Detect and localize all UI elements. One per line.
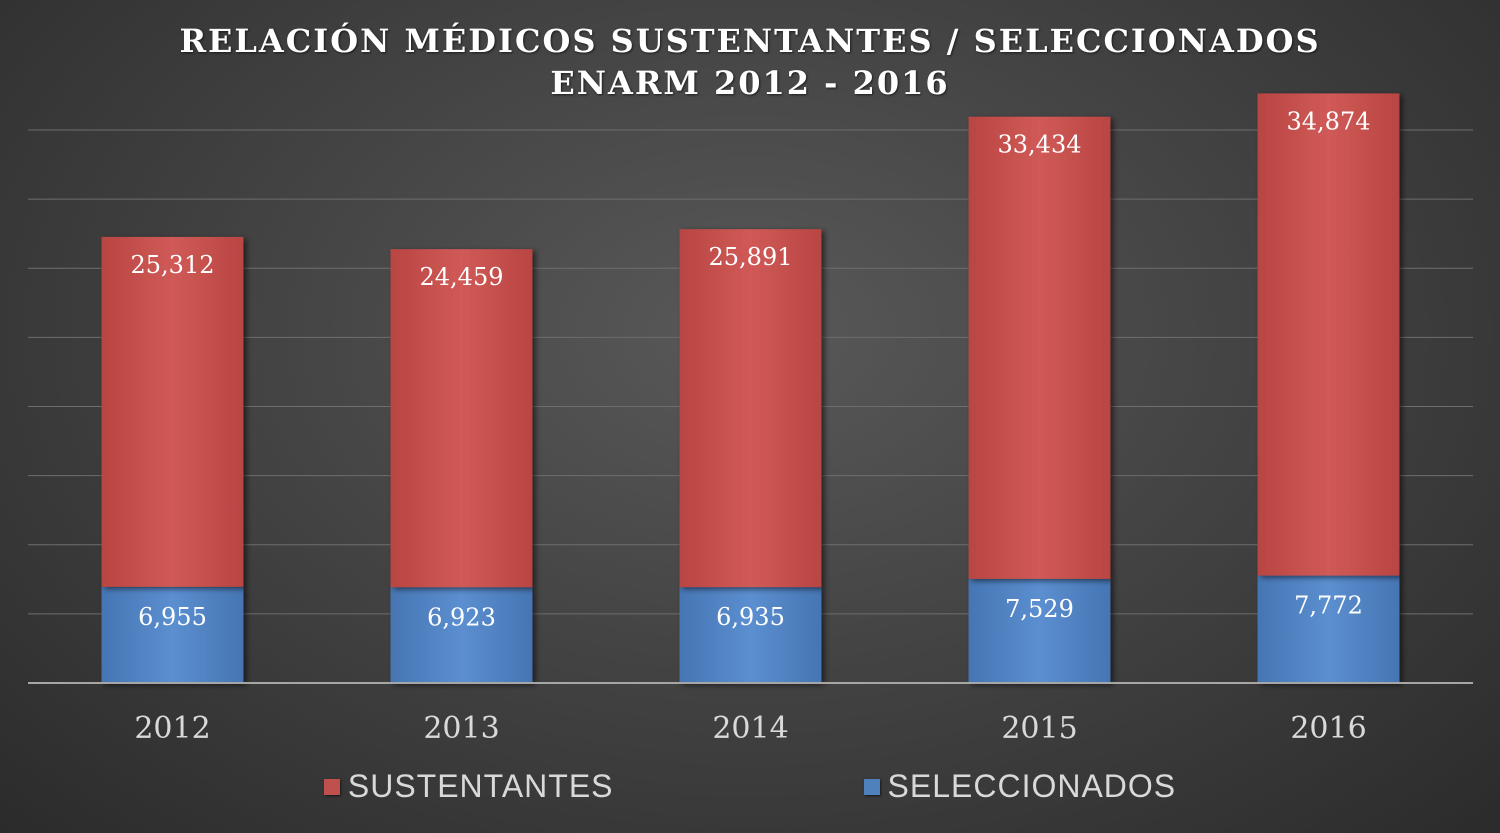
legend-item-sustentantes: SUSTENTANTES [323, 768, 614, 805]
legend-label-sustentantes: SUSTENTANTES [347, 768, 614, 804]
bar-sustentantes-2015 [968, 116, 1111, 579]
bars [101, 93, 1400, 683]
bar-seleccionados-2016 [1257, 575, 1400, 683]
data-label-sustentantes-2014: 25,891 [709, 243, 793, 271]
data-label-sustentantes-2016: 34,874 [1287, 107, 1371, 135]
x-tick-label-2016: 2016 [1290, 711, 1366, 746]
bar-sustentantes-2013 [390, 249, 533, 588]
bar-seleccionados-2012 [101, 586, 244, 683]
data-label-seleccionados-2013: 6,923 [427, 603, 496, 631]
bar-seleccionados-2013 [390, 587, 533, 683]
x-tick-label-2012: 2012 [134, 711, 210, 746]
legend-label-seleccionados: SELECCIONADOS [887, 768, 1177, 804]
x-axis: 2012 2013 2014 2015 2016 [28, 682, 1473, 746]
data-label-sustentantes-2012: 25,312 [131, 251, 215, 279]
bar-seleccionados-2014 [679, 587, 822, 683]
x-tick-label-2014: 2014 [712, 711, 788, 746]
data-label-seleccionados-2016: 7,772 [1294, 592, 1363, 620]
x-tick-label-2013: 2013 [423, 711, 499, 746]
data-labels: 6,955 25,312 6,923 24,459 6,935 25,891 7,529 33… [131, 107, 1371, 631]
x-tick-label-2015: 2015 [1001, 711, 1077, 746]
legend-swatch-seleccionados [863, 778, 880, 795]
data-label-seleccionados-2012: 6,955 [138, 603, 207, 631]
data-label-sustentantes-2015: 33,434 [998, 131, 1082, 159]
data-label-seleccionados-2014: 6,935 [716, 603, 785, 631]
legend-item-seleccionados: SELECCIONADOS [863, 768, 1177, 805]
data-label-seleccionados-2015: 7,529 [1005, 595, 1074, 623]
bar-sustentantes-2014 [679, 229, 822, 588]
bar-sustentantes-2016 [1257, 93, 1400, 576]
legend: SUSTENTANTES SELECCIONADOS [0, 768, 1500, 805]
chart-subtitle: ENARM 2012 - 2016 [550, 64, 950, 102]
data-label-sustentantes-2013: 24,459 [420, 263, 504, 291]
bar-seleccionados-2015 [968, 578, 1111, 683]
chart-title: RELACIÓN MÉDICOS SUSTENTANTES / SELECCIO… [179, 22, 1321, 60]
bar-sustentantes-2012 [101, 236, 244, 587]
legend-swatch-sustentantes [323, 778, 340, 795]
